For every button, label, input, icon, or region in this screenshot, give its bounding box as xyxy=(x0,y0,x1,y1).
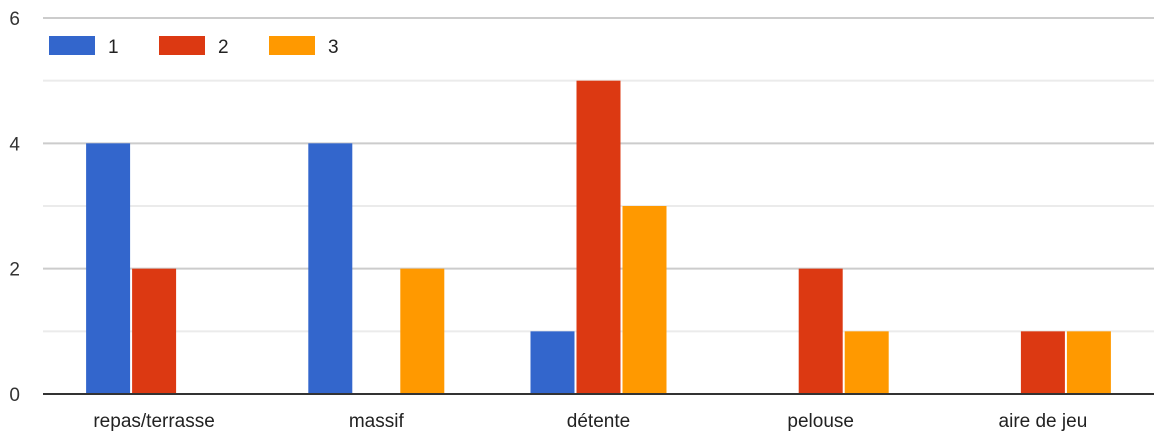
legend-label-2: 2 xyxy=(218,37,229,58)
x-axis-category-labels: repas/terrasse massif détente pelouse aire d… xyxy=(93,411,1087,432)
y-tick-label: 2 xyxy=(9,260,20,281)
x-category-label: massif xyxy=(349,411,405,432)
bar-series-2-4 xyxy=(798,268,843,394)
bar-series-3-3 xyxy=(622,206,667,394)
bar-series-2-1 xyxy=(132,268,177,394)
x-category-label: aire de jeu xyxy=(999,411,1088,432)
bar-series-3-4 xyxy=(844,331,889,394)
bar-series-1-3 xyxy=(530,331,575,394)
y-tick-label: 4 xyxy=(9,134,20,155)
legend-label-1: 1 xyxy=(108,37,119,58)
legend-swatch-3 xyxy=(269,36,315,55)
legend-swatch-2 xyxy=(159,36,205,55)
bar-series-3-2 xyxy=(400,268,445,394)
y-tick-label: 6 xyxy=(9,9,20,30)
y-axis-tick-labels: 0 2 4 6 xyxy=(9,9,20,406)
legend-label-3: 3 xyxy=(328,37,339,58)
bar-series-2-5 xyxy=(1020,331,1065,394)
bar-series-1-1 xyxy=(86,143,131,394)
bar-series-2-3 xyxy=(576,80,621,395)
bars xyxy=(86,80,1111,395)
bar-series-1-2 xyxy=(308,143,353,394)
bar-series-3-5 xyxy=(1066,331,1111,394)
x-category-label: repas/terrasse xyxy=(93,411,214,432)
y-tick-label: 0 xyxy=(9,385,20,406)
legend-swatch-1 xyxy=(49,36,95,55)
x-category-label: pelouse xyxy=(787,411,854,432)
x-category-label: détente xyxy=(567,411,630,432)
legend: 1 2 3 xyxy=(49,36,339,58)
